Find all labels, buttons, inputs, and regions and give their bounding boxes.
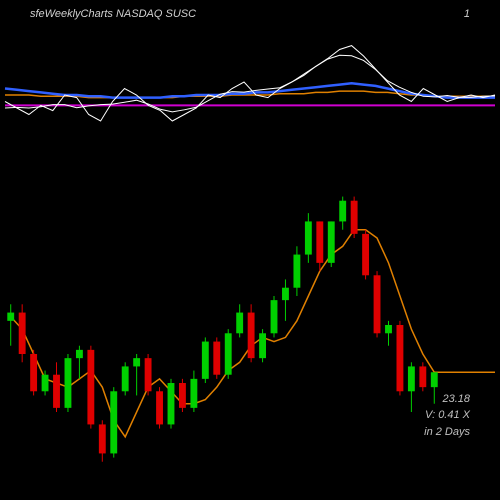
chart-title: sfeWeeklyCharts NASDAQ SUSC <box>30 8 196 20</box>
indicator-panel <box>0 30 500 160</box>
chart-header-right: 1 <box>464 8 470 20</box>
current-price: 23.18 <box>424 391 470 408</box>
volume-label: V: 0.41 X <box>424 407 470 424</box>
price-info-box: 23.18 V: 0.41 X in 2 Days <box>424 391 470 441</box>
period-label: in 2 Days <box>424 424 470 441</box>
